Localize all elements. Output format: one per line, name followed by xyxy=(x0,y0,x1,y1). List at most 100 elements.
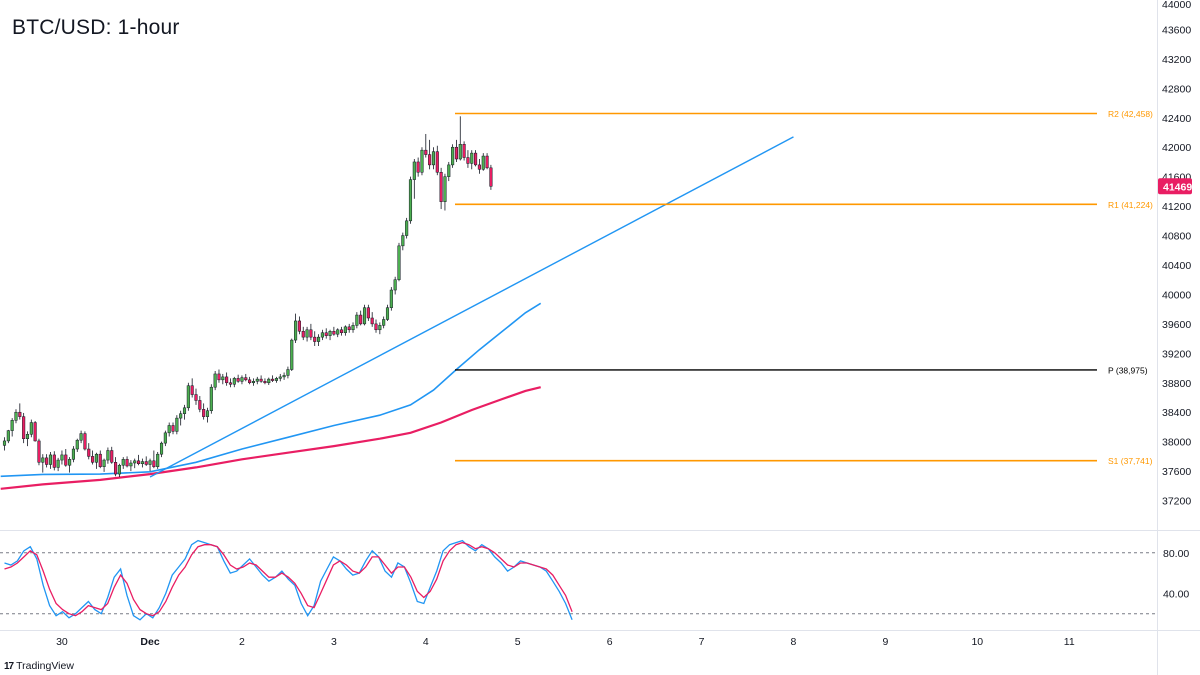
candle[interactable] xyxy=(416,161,420,173)
candle[interactable] xyxy=(320,332,324,338)
candle[interactable] xyxy=(401,235,405,247)
candle[interactable] xyxy=(412,161,416,180)
candle[interactable] xyxy=(225,376,229,384)
candle[interactable] xyxy=(462,144,466,158)
candle[interactable] xyxy=(186,385,190,409)
moving-average-pink[interactable] xyxy=(0,386,541,490)
candle[interactable] xyxy=(355,314,359,326)
candle[interactable] xyxy=(263,381,267,384)
candle[interactable] xyxy=(343,326,347,333)
candle[interactable] xyxy=(297,320,301,332)
candle[interactable] xyxy=(378,325,382,331)
candle[interactable] xyxy=(98,453,102,467)
candle[interactable] xyxy=(251,381,255,384)
stochastic-d-line[interactable] xyxy=(4,541,573,617)
candle[interactable] xyxy=(255,378,259,382)
candle[interactable] xyxy=(209,386,213,412)
candle[interactable] xyxy=(156,453,160,467)
candle[interactable] xyxy=(75,439,79,450)
candle[interactable] xyxy=(435,151,439,173)
candle[interactable] xyxy=(282,375,286,378)
candle[interactable] xyxy=(83,433,87,450)
candle[interactable] xyxy=(470,152,474,164)
candle[interactable] xyxy=(382,319,386,326)
candle[interactable] xyxy=(424,149,428,155)
candle[interactable] xyxy=(217,373,221,381)
candle[interactable] xyxy=(447,164,451,177)
candle[interactable] xyxy=(14,411,18,421)
candle[interactable] xyxy=(405,220,409,236)
candle[interactable] xyxy=(278,376,282,379)
candle[interactable] xyxy=(117,464,121,475)
candle[interactable] xyxy=(125,459,129,467)
candle[interactable] xyxy=(332,331,336,335)
candle[interactable] xyxy=(202,409,206,417)
candle[interactable] xyxy=(439,172,443,202)
candle[interactable] xyxy=(317,336,321,342)
candle[interactable] xyxy=(64,454,68,466)
candle[interactable] xyxy=(48,454,53,465)
candle[interactable] xyxy=(294,320,298,341)
candle[interactable] xyxy=(458,144,462,160)
candle[interactable] xyxy=(182,407,187,414)
candle[interactable] xyxy=(359,314,363,325)
candle[interactable] xyxy=(37,440,41,463)
candle[interactable] xyxy=(370,317,374,325)
candle[interactable] xyxy=(477,164,481,170)
candle[interactable] xyxy=(152,460,156,467)
candle[interactable] xyxy=(94,453,98,463)
candle[interactable] xyxy=(336,329,340,335)
candle[interactable] xyxy=(454,146,458,160)
candle[interactable] xyxy=(271,378,275,381)
candle[interactable] xyxy=(148,460,152,465)
candle[interactable] xyxy=(309,329,313,338)
candle[interactable] xyxy=(362,307,367,325)
candle[interactable] xyxy=(41,457,45,463)
candle[interactable] xyxy=(474,152,478,166)
candle[interactable] xyxy=(144,461,148,465)
candle[interactable] xyxy=(10,420,14,431)
candle[interactable] xyxy=(140,461,144,464)
candle[interactable] xyxy=(374,323,378,331)
candle[interactable] xyxy=(408,179,413,222)
trendline[interactable] xyxy=(149,136,794,478)
candle[interactable] xyxy=(443,176,447,202)
candle[interactable] xyxy=(45,457,49,465)
candle[interactable] xyxy=(106,450,110,461)
candle[interactable] xyxy=(22,416,26,439)
candle[interactable] xyxy=(33,422,37,442)
candle[interactable] xyxy=(163,432,167,444)
stochastic-k-line[interactable] xyxy=(4,539,573,621)
candle[interactable] xyxy=(179,413,183,419)
candle[interactable] xyxy=(171,425,175,432)
candle[interactable] xyxy=(489,167,493,187)
candle[interactable] xyxy=(25,434,30,439)
candle[interactable] xyxy=(175,417,179,432)
candle[interactable] xyxy=(68,459,72,466)
candle[interactable] xyxy=(110,450,114,463)
candle[interactable] xyxy=(244,377,248,381)
candle[interactable] xyxy=(420,149,424,173)
candle[interactable] xyxy=(213,373,217,388)
candle[interactable] xyxy=(313,336,317,342)
candle[interactable] xyxy=(228,382,233,385)
candle[interactable] xyxy=(347,326,351,331)
candle[interactable] xyxy=(159,442,164,455)
candle[interactable] xyxy=(56,459,60,468)
candle[interactable] xyxy=(167,425,171,434)
candle[interactable] xyxy=(267,378,271,384)
candle[interactable] xyxy=(205,410,210,417)
candle[interactable] xyxy=(466,157,470,164)
candle[interactable] xyxy=(397,245,401,280)
candle[interactable] xyxy=(431,151,436,166)
candle[interactable] xyxy=(428,154,432,166)
candle[interactable] xyxy=(2,440,7,446)
candle[interactable] xyxy=(393,279,397,291)
candle[interactable] xyxy=(198,400,202,410)
candle[interactable] xyxy=(286,369,290,376)
candle[interactable] xyxy=(481,155,485,170)
candle[interactable] xyxy=(52,454,56,468)
candle[interactable] xyxy=(91,456,95,463)
candle[interactable] xyxy=(451,146,455,166)
